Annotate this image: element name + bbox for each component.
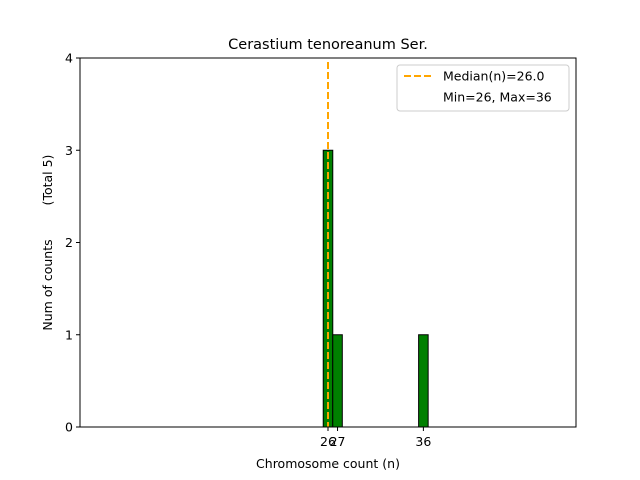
y-axis-label: Num of counts (40, 239, 55, 330)
x-tick-label: 36 (415, 434, 431, 449)
legend: Median(n)=26.0 Min=26, Max=36 (396, 64, 570, 112)
x-tick-label: 26 (320, 434, 336, 449)
legend-median-label: Median(n)=26.0 (443, 69, 544, 84)
y-tick-label: 3 (65, 143, 73, 158)
y-tick-label: 0 (65, 420, 73, 435)
chart-title: Cerastium tenoreanum Ser. (228, 37, 428, 53)
bar-27 (332, 334, 343, 428)
y-tick-label: 4 (65, 51, 73, 66)
y-tick-label: 2 (65, 235, 73, 250)
y-axis-ticks: 0 1 2 3 4 (65, 51, 80, 435)
y-axis-label-total: (Total 5) (40, 155, 55, 206)
y-tick-label: 1 (65, 327, 73, 342)
bars-layer (80, 149, 462, 428)
bar-36 (418, 334, 429, 428)
x-tick-label: 27 (330, 434, 346, 449)
legend-range-label: Min=26, Max=36 (443, 90, 552, 105)
x-axis-label: Chromosome count (n) (256, 456, 400, 471)
legend-frame (396, 64, 570, 112)
